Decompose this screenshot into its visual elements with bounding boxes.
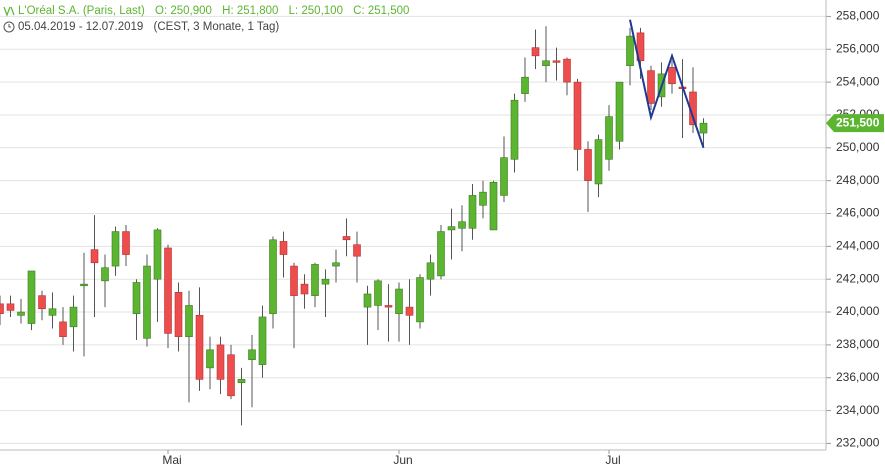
candle-body	[626, 35, 634, 66]
candle-body	[426, 262, 435, 280]
candle-body	[248, 349, 256, 360]
candle-body	[48, 308, 57, 316]
x-tick-label: Jun	[393, 453, 412, 467]
candle-body	[122, 231, 130, 255]
chart-details: (CEST, 3 Monate, 1 Tag)	[153, 21, 280, 33]
candle-body	[647, 70, 655, 104]
y-tick-label: 258,000	[836, 9, 880, 23]
header-line: L'Oréal S.A. (Paris, Last) O: 250,900 H:…	[18, 5, 416, 17]
candle-body	[101, 267, 109, 282]
y-tick-label: 254,000	[836, 74, 880, 88]
y-tick-label: 234,000	[836, 403, 880, 417]
candle-body	[363, 293, 372, 308]
candle-body	[321, 278, 330, 285]
candle-body	[500, 157, 508, 196]
candle-body	[174, 292, 183, 337]
candle-body	[699, 122, 708, 134]
candle-body	[605, 116, 613, 160]
candle-body	[6, 303, 15, 311]
chart-icon	[3, 6, 15, 17]
candle-body	[17, 311, 25, 316]
candle-body	[59, 321, 67, 337]
candle-body	[269, 239, 277, 314]
instrument-title: L'Oréal S.A. (Paris, Last)	[18, 5, 145, 17]
candle-body	[38, 295, 46, 310]
candle-body	[573, 81, 582, 150]
candle-body	[531, 47, 540, 57]
candle-body	[111, 231, 120, 267]
candle-body	[542, 60, 550, 66]
candle-body	[311, 264, 319, 296]
y-tick-label: 244,000	[836, 239, 880, 253]
candle-body	[143, 265, 151, 339]
candle-body	[153, 229, 162, 280]
last-price-label: 251,500	[836, 115, 880, 129]
candle-body	[479, 191, 487, 206]
candle-body	[216, 344, 225, 380]
quote: L: 250,100	[288, 5, 343, 17]
trend-drawing	[629, 19, 705, 149]
candle-body	[300, 283, 309, 295]
candle-body	[594, 139, 603, 185]
candle-body	[615, 81, 624, 142]
candle-body	[69, 306, 78, 328]
header-line: 05.04.2019 - 12.07.2019 (CEST, 3 Monate,…	[18, 21, 286, 33]
candle-body	[458, 221, 466, 229]
last-price-badge	[826, 114, 884, 133]
candle-body	[416, 277, 424, 323]
candle-body	[206, 349, 214, 369]
candle-body	[164, 247, 172, 334]
y-tick-label: 236,000	[836, 370, 880, 384]
candle-body	[447, 226, 456, 231]
header-icons	[3, 6, 15, 33]
candle-body	[132, 282, 141, 314]
candle-body	[227, 354, 235, 397]
candle-body	[636, 32, 645, 62]
candle-body	[290, 265, 298, 296]
candle-body	[384, 305, 393, 308]
candle-body	[552, 60, 561, 63]
candle-body	[80, 283, 88, 287]
quote: O: 250,900	[155, 5, 212, 17]
candle-body	[489, 181, 498, 231]
candle-body	[405, 306, 414, 316]
candle-body	[332, 262, 340, 267]
candle-body	[0, 303, 4, 314]
candle-body	[374, 280, 382, 306]
candle-body	[185, 305, 193, 337]
date-range: 05.04.2019 - 12.07.2019	[18, 21, 144, 33]
candle-body	[563, 58, 571, 83]
x-tick-label: Jul	[605, 453, 620, 467]
candle-body	[258, 316, 267, 365]
clock-icon	[3, 21, 15, 33]
candle-body	[195, 315, 204, 380]
candle-body	[27, 270, 36, 324]
y-tick-label: 246,000	[836, 206, 880, 220]
y-tick-label: 232,000	[836, 436, 880, 450]
quote: H: 251,800	[222, 5, 279, 17]
y-tick-label: 256,000	[836, 41, 880, 55]
candle-body	[395, 288, 403, 314]
clock-hands	[8, 24, 11, 28]
y-tick-label: 248,000	[836, 173, 880, 187]
candle-body	[510, 99, 519, 160]
candle-body	[342, 236, 351, 241]
candle-body	[90, 249, 99, 264]
y-tick-label: 242,000	[836, 271, 880, 285]
quote: C: 251,500	[353, 5, 410, 17]
candle-body	[468, 195, 477, 229]
candle-body	[237, 379, 246, 383]
candle-body	[279, 241, 288, 255]
y-tick-label: 250,000	[836, 140, 880, 154]
candle-body	[437, 231, 445, 277]
x-tick-label: Mai	[162, 453, 181, 467]
y-tick-label: 238,000	[836, 337, 880, 351]
candle-body	[668, 67, 676, 85]
candle-body	[584, 149, 592, 181]
candle-body	[353, 244, 361, 257]
y-tick-label: 240,000	[836, 304, 880, 318]
candle-body	[521, 76, 529, 94]
